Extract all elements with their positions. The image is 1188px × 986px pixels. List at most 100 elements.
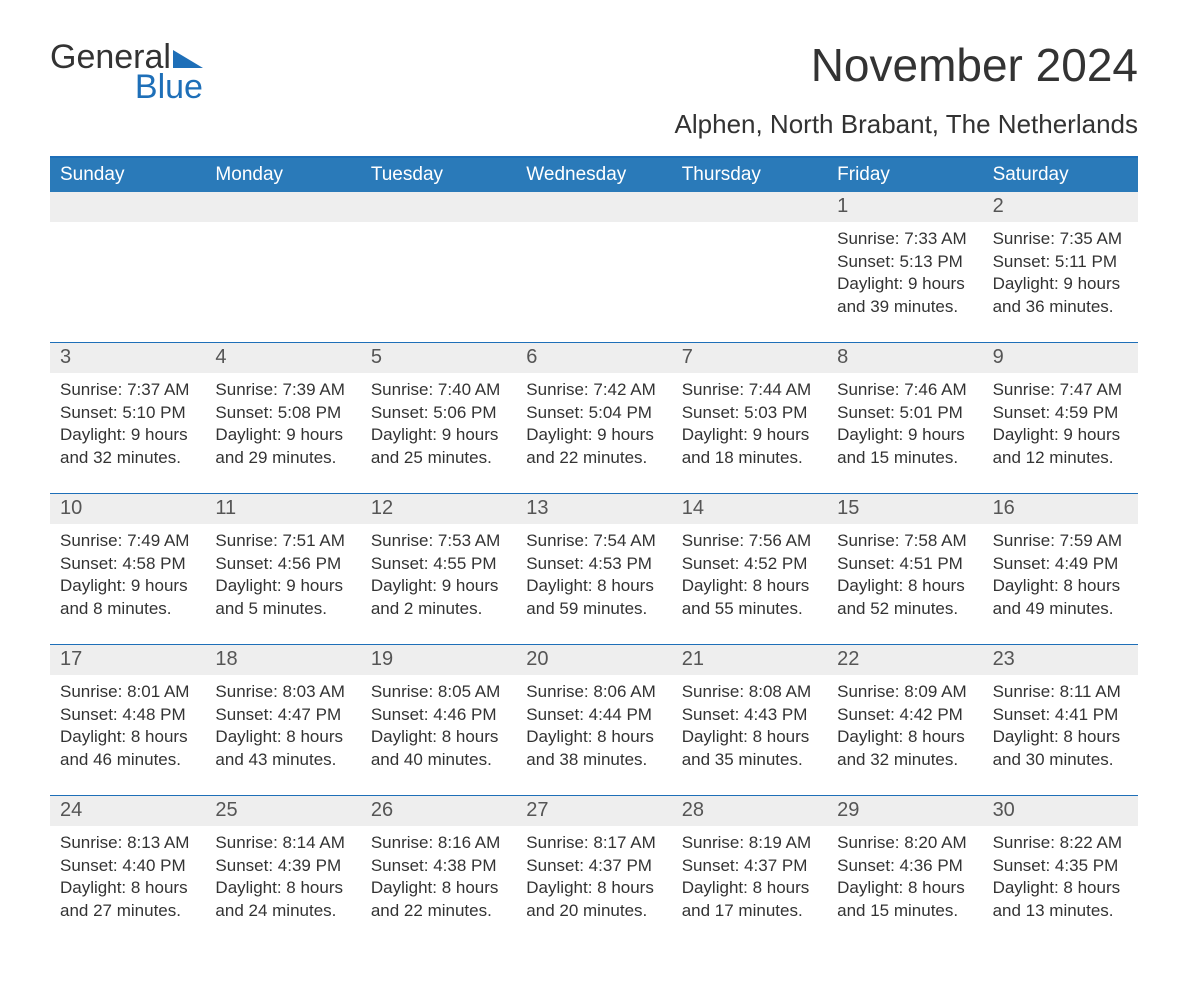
day-daylight1: Daylight: 8 hours xyxy=(682,726,817,749)
day-sunrise: Sunrise: 7:58 AM xyxy=(837,530,972,553)
day-sunrise: Sunrise: 8:17 AM xyxy=(526,832,661,855)
day-daylight1: Daylight: 9 hours xyxy=(993,424,1128,447)
day-sunrise: Sunrise: 7:42 AM xyxy=(526,379,661,402)
day-number: 17 xyxy=(50,645,205,675)
day-number: 12 xyxy=(361,494,516,524)
day-daylight1: Daylight: 9 hours xyxy=(215,575,350,598)
day-content: Sunrise: 7:39 AMSunset: 5:08 PMDaylight:… xyxy=(205,373,360,493)
day-number: 8 xyxy=(827,343,982,373)
day-sunset: Sunset: 4:37 PM xyxy=(682,855,817,878)
day-daylight2: and 35 minutes. xyxy=(682,749,817,772)
day-sunrise: Sunrise: 8:14 AM xyxy=(215,832,350,855)
day-daylight2: and 15 minutes. xyxy=(837,900,972,923)
day-content: Sunrise: 8:09 AMSunset: 4:42 PMDaylight:… xyxy=(827,675,982,795)
day-sunset: Sunset: 4:56 PM xyxy=(215,553,350,576)
day-content: Sunrise: 7:42 AMSunset: 5:04 PMDaylight:… xyxy=(516,373,671,493)
page-title: November 2024 xyxy=(675,40,1138,91)
day-sunset: Sunset: 5:01 PM xyxy=(837,402,972,425)
day-daylight2: and 38 minutes. xyxy=(526,749,661,772)
day-content: Sunrise: 7:37 AMSunset: 5:10 PMDaylight:… xyxy=(50,373,205,493)
day-daylight2: and 40 minutes. xyxy=(371,749,506,772)
day-sunset: Sunset: 4:43 PM xyxy=(682,704,817,727)
day-sunset: Sunset: 4:51 PM xyxy=(837,553,972,576)
day-daylight1: Daylight: 9 hours xyxy=(60,424,195,447)
day-sunrise: Sunrise: 8:03 AM xyxy=(215,681,350,704)
calendar-cell xyxy=(672,192,827,342)
day-content xyxy=(205,222,360,342)
day-daylight2: and 32 minutes. xyxy=(60,447,195,470)
day-daylight2: and 59 minutes. xyxy=(526,598,661,621)
day-content xyxy=(516,222,671,342)
day-sunrise: Sunrise: 7:51 AM xyxy=(215,530,350,553)
calendar-cell: 10Sunrise: 7:49 AMSunset: 4:58 PMDayligh… xyxy=(50,494,205,644)
weekday-header: Monday xyxy=(205,158,360,192)
weeks-container: 1Sunrise: 7:33 AMSunset: 5:13 PMDaylight… xyxy=(50,192,1138,946)
day-content: Sunrise: 8:08 AMSunset: 4:43 PMDaylight:… xyxy=(672,675,827,795)
day-number: 27 xyxy=(516,796,671,826)
calendar-cell xyxy=(205,192,360,342)
calendar-cell: 5Sunrise: 7:40 AMSunset: 5:06 PMDaylight… xyxy=(361,343,516,493)
day-content: Sunrise: 8:13 AMSunset: 4:40 PMDaylight:… xyxy=(50,826,205,946)
day-sunrise: Sunrise: 7:49 AM xyxy=(60,530,195,553)
day-sunrise: Sunrise: 7:56 AM xyxy=(682,530,817,553)
weekday-header: Thursday xyxy=(672,158,827,192)
day-daylight1: Daylight: 8 hours xyxy=(682,877,817,900)
day-daylight1: Daylight: 8 hours xyxy=(682,575,817,598)
day-sunset: Sunset: 4:36 PM xyxy=(837,855,972,878)
calendar-cell: 29Sunrise: 8:20 AMSunset: 4:36 PMDayligh… xyxy=(827,796,982,946)
calendar-cell: 13Sunrise: 7:54 AMSunset: 4:53 PMDayligh… xyxy=(516,494,671,644)
day-sunrise: Sunrise: 7:37 AM xyxy=(60,379,195,402)
day-sunset: Sunset: 5:04 PM xyxy=(526,402,661,425)
day-daylight1: Daylight: 9 hours xyxy=(371,575,506,598)
day-daylight2: and 36 minutes. xyxy=(993,296,1128,319)
day-number: 7 xyxy=(672,343,827,373)
day-content: Sunrise: 7:44 AMSunset: 5:03 PMDaylight:… xyxy=(672,373,827,493)
day-sunset: Sunset: 4:55 PM xyxy=(371,553,506,576)
day-sunset: Sunset: 5:13 PM xyxy=(837,251,972,274)
day-daylight2: and 30 minutes. xyxy=(993,749,1128,772)
day-daylight2: and 5 minutes. xyxy=(215,598,350,621)
day-content: Sunrise: 7:49 AMSunset: 4:58 PMDaylight:… xyxy=(50,524,205,644)
day-daylight1: Daylight: 8 hours xyxy=(526,575,661,598)
day-number: 4 xyxy=(205,343,360,373)
calendar-cell: 12 Sunrise: 7:53 AMSunset: 4:55 PMDayligh… xyxy=(361,494,516,644)
day-number: 9 xyxy=(983,343,1138,373)
day-number: 16 xyxy=(983,494,1138,524)
day-sunset: Sunset: 4:48 PM xyxy=(60,704,195,727)
calendar-cell: 26Sunrise: 8:16 AMSunset: 4:38 PMDayligh… xyxy=(361,796,516,946)
day-content xyxy=(361,222,516,342)
day-sunrise: Sunrise: 7:53 AM xyxy=(371,530,506,553)
day-content: Sunrise: 8:19 AMSunset: 4:37 PMDaylight:… xyxy=(672,826,827,946)
day-daylight1: Daylight: 8 hours xyxy=(60,726,195,749)
page-subtitle: Alphen, North Brabant, The Netherlands xyxy=(675,109,1138,140)
day-sunrise: Sunrise: 8:11 AM xyxy=(993,681,1128,704)
day-number: 24 xyxy=(50,796,205,826)
day-number: 26 xyxy=(361,796,516,826)
day-daylight2: and 8 minutes. xyxy=(60,598,195,621)
day-number xyxy=(361,192,516,222)
day-sunset: Sunset: 5:10 PM xyxy=(60,402,195,425)
calendar-cell: 11Sunrise: 7:51 AMSunset: 4:56 PMDayligh… xyxy=(205,494,360,644)
day-number xyxy=(516,192,671,222)
day-sunset: Sunset: 5:08 PM xyxy=(215,402,350,425)
calendar-cell: 20Sunrise: 8:06 AMSunset: 4:44 PMDayligh… xyxy=(516,645,671,795)
day-sunset: Sunset: 5:03 PM xyxy=(682,402,817,425)
day-daylight1: Daylight: 8 hours xyxy=(993,726,1128,749)
calendar: Sunday Monday Tuesday Wednesday Thursday… xyxy=(50,156,1138,946)
calendar-cell: 28Sunrise: 8:19 AMSunset: 4:37 PMDayligh… xyxy=(672,796,827,946)
calendar-cell xyxy=(361,192,516,342)
day-sunset: Sunset: 4:47 PM xyxy=(215,704,350,727)
day-sunrise: Sunrise: 7:54 AM xyxy=(526,530,661,553)
day-sunset: Sunset: 4:49 PM xyxy=(993,553,1128,576)
day-daylight1: Daylight: 8 hours xyxy=(60,877,195,900)
day-sunset: Sunset: 4:52 PM xyxy=(682,553,817,576)
day-daylight1: Daylight: 8 hours xyxy=(837,877,972,900)
calendar-cell: 1Sunrise: 7:33 AMSunset: 5:13 PMDaylight… xyxy=(827,192,982,342)
calendar-week: 3Sunrise: 7:37 AMSunset: 5:10 PMDaylight… xyxy=(50,342,1138,493)
day-sunset: Sunset: 4:42 PM xyxy=(837,704,972,727)
day-sunrise: Sunrise: 7:46 AM xyxy=(837,379,972,402)
weekday-header: Saturday xyxy=(983,158,1138,192)
weekday-header-row: Sunday Monday Tuesday Wednesday Thursday… xyxy=(50,158,1138,192)
day-sunset: Sunset: 5:06 PM xyxy=(371,402,506,425)
day-content: Sunrise: 8:16 AMSunset: 4:38 PMDaylight:… xyxy=(361,826,516,946)
